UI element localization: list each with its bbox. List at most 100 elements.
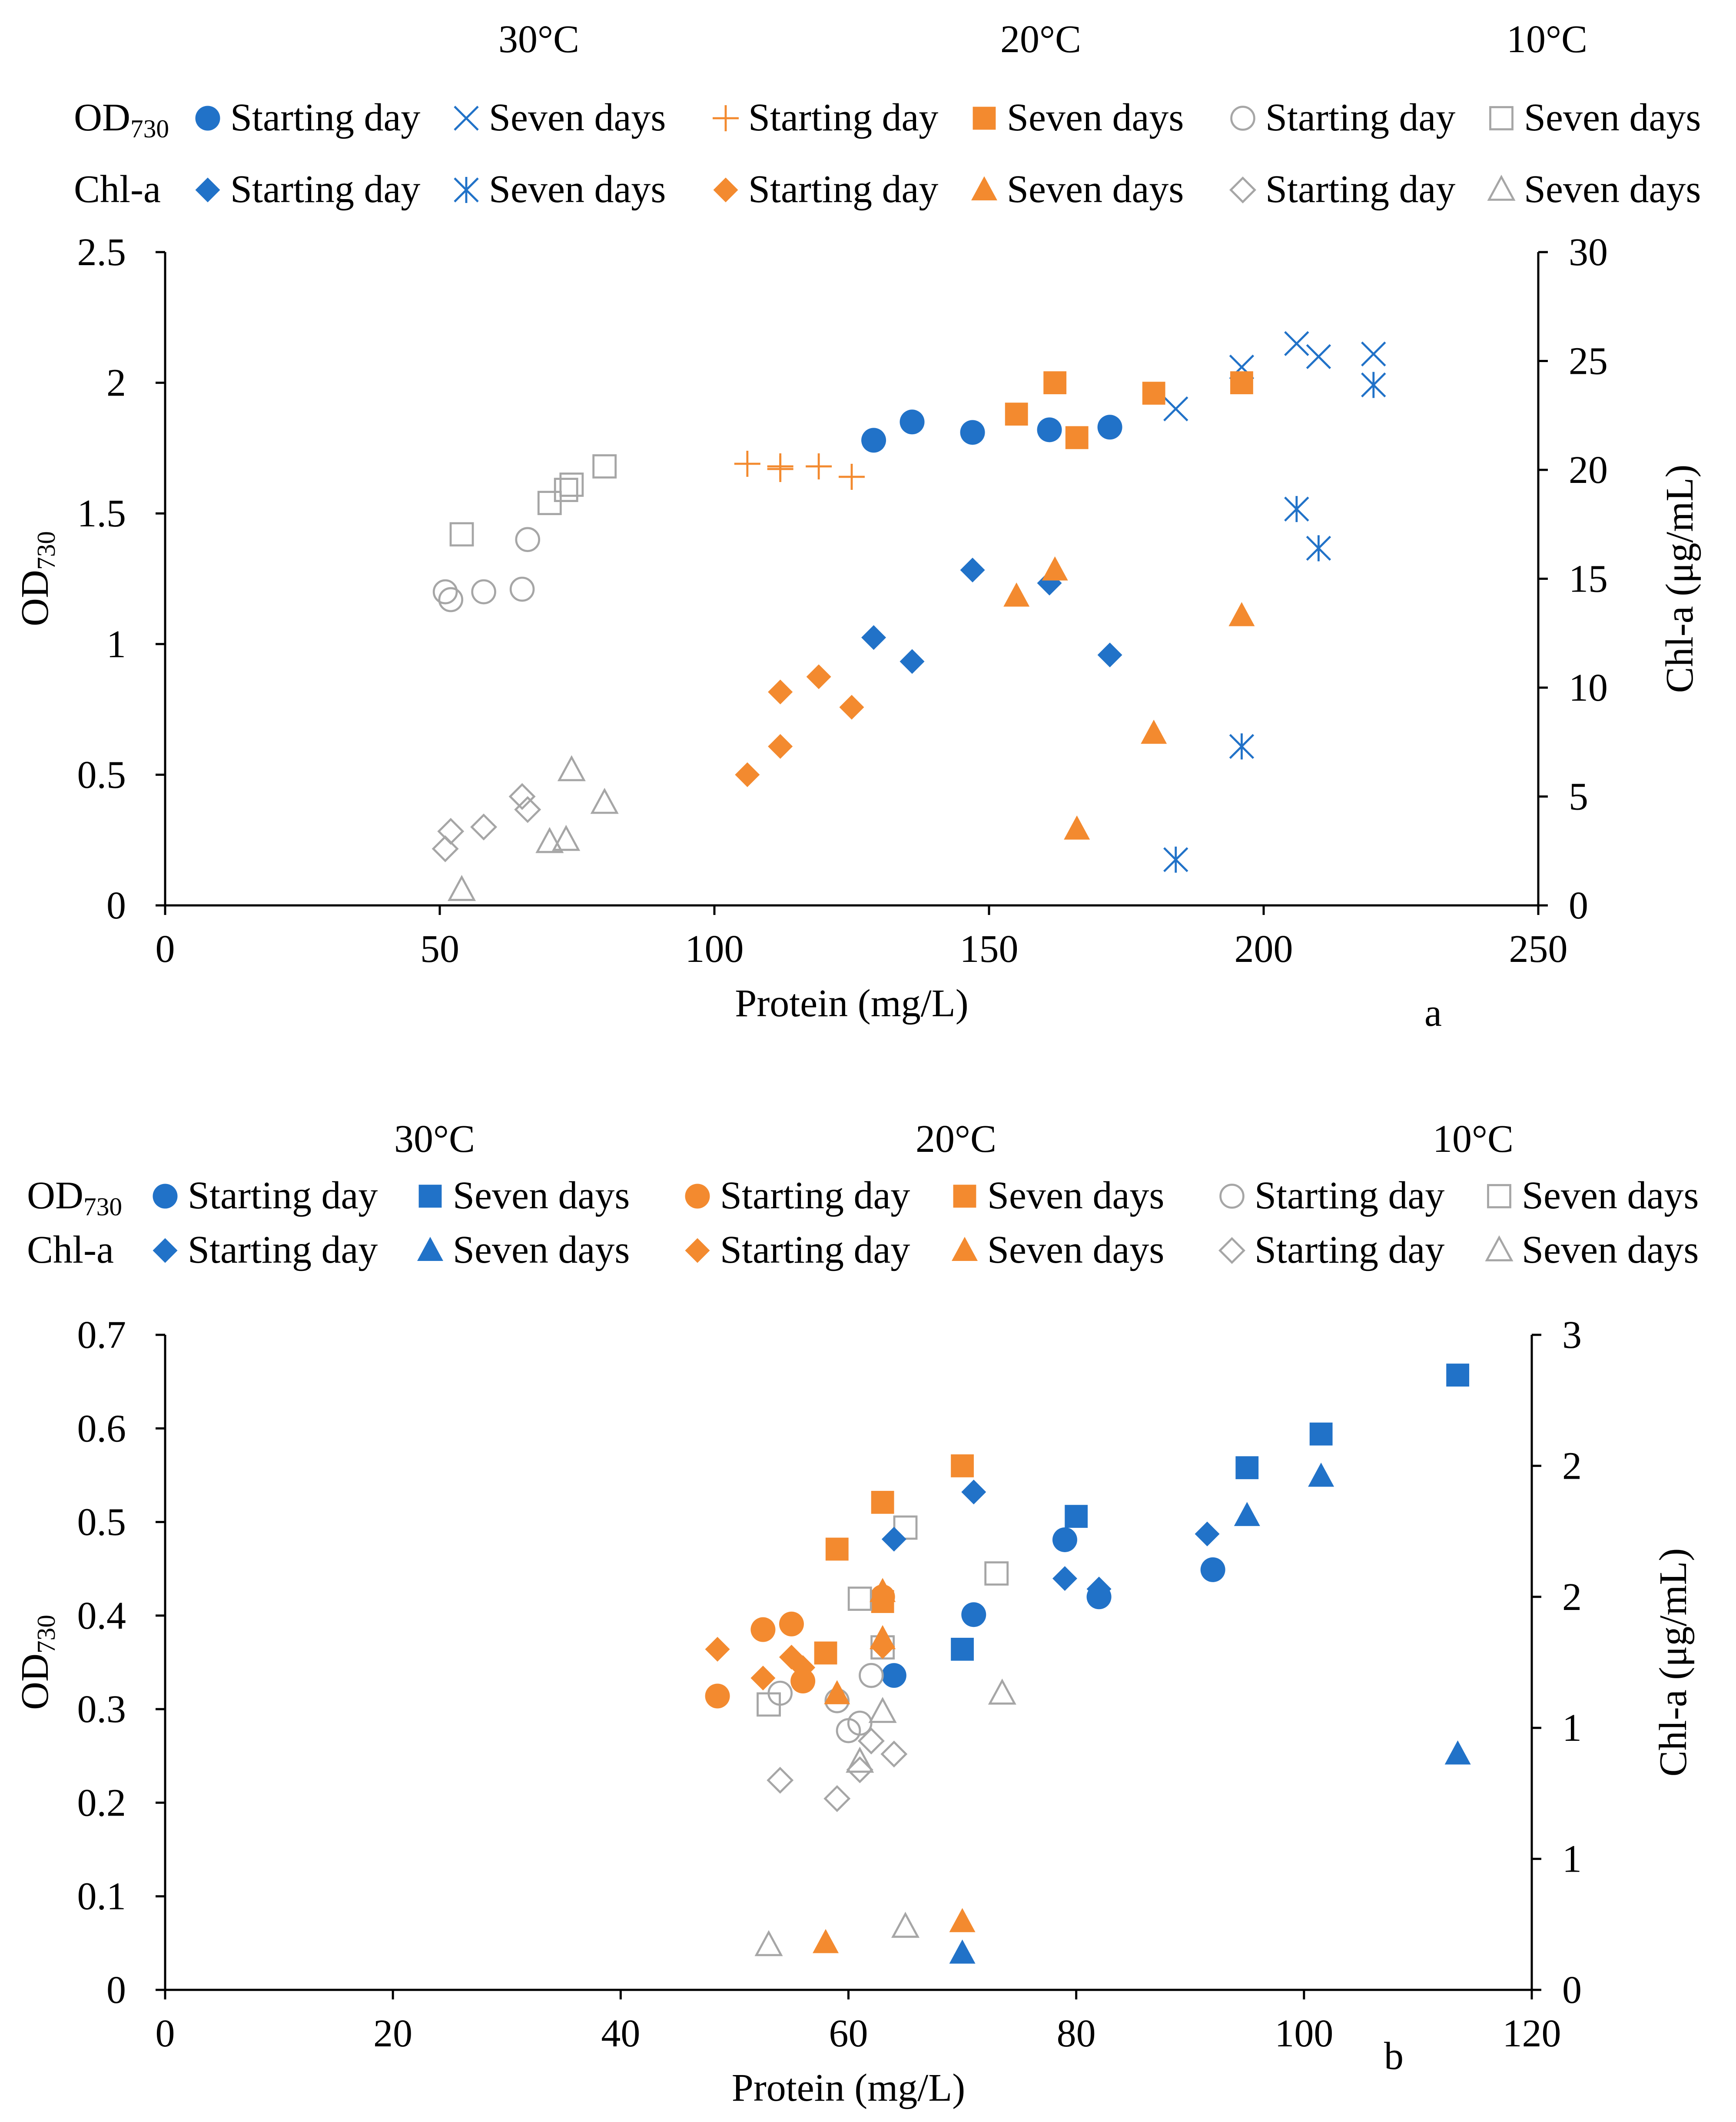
marker-shape [768,679,793,705]
y2-tick-label: 2 [1562,1576,1582,1619]
marker-shape [1446,1364,1470,1387]
marker-shape [1308,1463,1334,1487]
series-10 [767,1727,908,1812]
legend-item-label: Seven days [453,1174,630,1217]
data-point [449,522,474,547]
series-11 [754,1678,1016,1956]
legend-marker-square [973,106,996,130]
legend-item-label: Starting day [748,96,938,139]
marker-shape [988,1678,1016,1705]
marker-shape [1097,415,1122,440]
marker-shape [847,1587,872,1611]
marker-shape [1489,106,1514,130]
y2-tick-label: 25 [1569,340,1608,383]
legend-temp-0: 30°C [394,1118,475,1161]
data-point [1097,642,1122,668]
legend-item-label: Starting day [720,1228,910,1271]
marker-shape [880,1740,908,1768]
data-point [951,1454,974,1477]
y-axis-title-main: OD [13,570,56,626]
data-point [554,478,578,502]
series-2 [734,450,865,490]
marker-shape [449,522,474,547]
marker-shape [825,1537,849,1561]
data-point [988,1678,1016,1705]
legend-marker-triangle [417,1237,443,1261]
marker-shape [153,1184,178,1209]
marker-shape [952,1237,978,1261]
legend-marker-circle-open [1230,106,1255,131]
marker-shape [685,1184,710,1209]
legend-row-label-0: OD730 [27,1174,122,1221]
data-point [825,1537,849,1561]
y-tick-label: 0.6 [77,1407,126,1450]
legend: 30°C 20°C 10°C OD730 Starting day Seven days S… [27,1118,1699,1271]
marker-shape [590,788,619,814]
marker-shape [767,456,793,482]
data-point [557,755,586,782]
legend-item-label: Starting day [1265,168,1455,211]
legend-row-label-1-main: Chl-a [74,168,161,211]
legend-marker-plus [713,105,739,131]
marker-shape [971,176,997,200]
marker-shape [871,1490,894,1514]
legend-row-label-1: Chl-a [74,168,161,211]
data-point [552,825,581,851]
marker-shape [870,1578,896,1602]
data-point [1361,372,1386,398]
data-point [960,557,985,582]
y2-tick-label: 15 [1569,558,1608,601]
legend-temp-1: 20°C [916,1118,996,1161]
legend-marker-square-open [1487,1184,1511,1208]
series-2 [705,1584,895,1709]
legend-marker-triangle [971,176,997,200]
marker-shape [806,664,831,689]
legend-marker-triangle-open [1485,1235,1514,1261]
marker-shape [790,1655,816,1680]
legend-marker-diamond-open [1229,176,1256,203]
data-point [1037,417,1062,442]
data-point [847,1587,872,1611]
marker-shape [973,106,996,130]
marker-shape [1284,496,1309,522]
marker-shape [859,1663,884,1688]
marker-shape [1097,642,1122,668]
marker-shape [454,106,479,131]
marker-shape [1235,1456,1259,1480]
data-point [1052,1527,1077,1552]
marker-shape [951,1637,974,1661]
y-tick-label: 0.1 [77,1875,126,1918]
series-6 [881,1480,1220,1602]
marker-shape [1052,1566,1077,1591]
legend-row-label-1: Chl-a [27,1228,114,1271]
data-point [790,1669,816,1694]
panel-letter: a [1424,991,1442,1034]
marker-shape [1309,1422,1333,1446]
marker-shape [861,625,886,650]
legend-item-label: Starting day [1255,1228,1444,1271]
data-point [768,734,793,759]
legend-temp-2: 10°C [1433,1118,1514,1161]
data-point [1309,1422,1333,1446]
data-point [790,1655,816,1680]
y-tick-label: 1 [106,623,126,666]
marker-shape [1361,341,1386,367]
marker-shape [949,1908,976,1932]
legend-item-label: Starting day [1265,96,1455,139]
legend-marker-triangle [952,1237,978,1261]
marker-shape [559,472,584,497]
legend-item-label: Starting day [230,168,420,211]
marker-shape [432,835,459,862]
marker-shape [891,1912,920,1938]
y2-tick-label: 5 [1569,775,1588,818]
chart-panel-b: 30°C 20°C 10°C OD730 Starting day Seven days S… [13,1118,1699,2109]
x-tick-label: 50 [420,928,459,971]
axes [156,251,1548,915]
legend-item-label: Seven days [987,1174,1164,1217]
data-point [1200,1557,1225,1582]
marker-shape [960,420,985,445]
marker-shape [1234,1502,1260,1526]
data-point [949,1908,976,1932]
marker-shape [813,1929,839,1953]
